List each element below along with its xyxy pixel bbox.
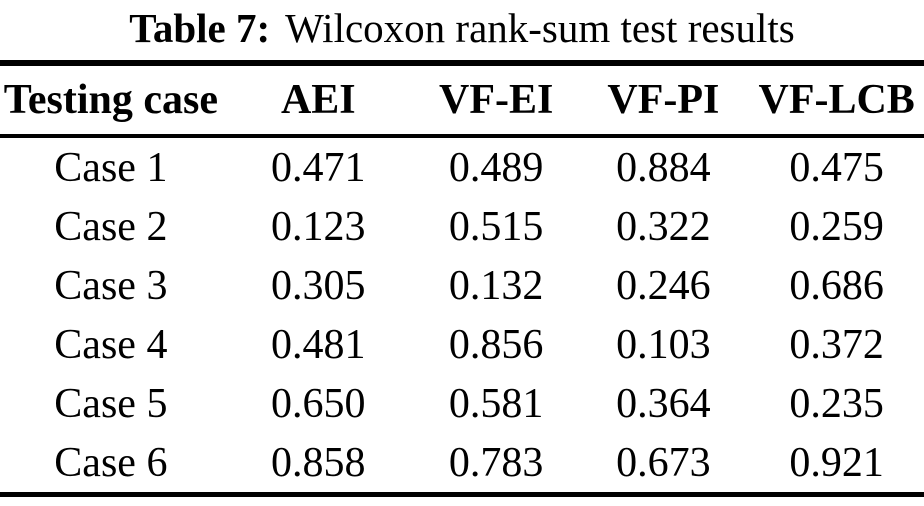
value-cell: 0.858 <box>271 439 366 486</box>
table-row: Case 4 0.481 0.856 0.103 0.372 <box>0 315 924 374</box>
value-cell: 0.246 <box>616 262 711 309</box>
value-cell: 0.364 <box>616 380 711 427</box>
table-row: Case 6 0.858 0.783 0.673 0.921 <box>0 433 924 495</box>
column-header-testing-case: Testing case <box>0 63 222 138</box>
value-cell: 0.103 <box>616 321 711 368</box>
table-row: Case 1 0.471 0.489 0.884 0.475 <box>0 136 924 197</box>
table-row: Case 2 0.123 0.515 0.322 0.259 <box>0 197 924 256</box>
value-cell: 0.884 <box>616 144 711 191</box>
table-caption-text: Wilcoxon rank-sum test results <box>285 5 795 51</box>
column-header-vf-pi: VF-PI <box>577 63 750 138</box>
value-cell: 0.921 <box>789 439 884 486</box>
column-header-aei: AEI <box>221 63 415 138</box>
table-row: Case 3 0.305 0.132 0.246 0.686 <box>0 256 924 315</box>
value-cell: 0.372 <box>789 321 884 368</box>
column-header-vf-lcb: VF-LCB <box>749 63 924 138</box>
value-cell: 0.673 <box>616 439 711 486</box>
row-label-cell: Case 5 <box>54 380 168 427</box>
header-row: Testing case AEI VF-EI VF-PI VF-LCB <box>0 63 924 138</box>
value-cell: 0.650 <box>271 380 366 427</box>
value-cell: 0.123 <box>271 203 366 250</box>
value-cell: 0.581 <box>448 380 544 427</box>
value-cell: 0.489 <box>448 144 544 191</box>
value-cell: 0.235 <box>789 380 884 427</box>
value-cell: 0.322 <box>616 203 711 250</box>
table-caption: Table 7: Wilcoxon rank-sum test results <box>0 0 924 54</box>
column-header-vf-ei: VF-EI <box>414 63 578 138</box>
row-label-cell: Case 1 <box>54 144 168 191</box>
value-cell: 0.132 <box>448 262 544 309</box>
value-cell: 0.856 <box>448 321 544 368</box>
table-caption-label: Table 7: <box>129 5 271 51</box>
row-label-cell: Case 3 <box>54 262 168 309</box>
value-cell: 0.783 <box>448 439 544 486</box>
value-cell: 0.471 <box>271 144 366 191</box>
row-label-cell: Case 4 <box>54 321 168 368</box>
value-cell: 0.475 <box>789 144 884 191</box>
table-row: Case 5 0.650 0.581 0.364 0.235 <box>0 374 924 433</box>
value-cell: 0.481 <box>271 321 366 368</box>
value-cell: 0.515 <box>448 203 544 250</box>
row-label-cell: Case 6 <box>54 439 168 486</box>
value-cell: 0.686 <box>789 262 884 309</box>
value-cell: 0.259 <box>789 203 884 250</box>
row-label-cell: Case 2 <box>54 203 168 250</box>
value-cell: 0.305 <box>271 262 366 309</box>
results-table: Testing case AEI VF-EI VF-PI VF-LCB Case… <box>0 60 924 497</box>
